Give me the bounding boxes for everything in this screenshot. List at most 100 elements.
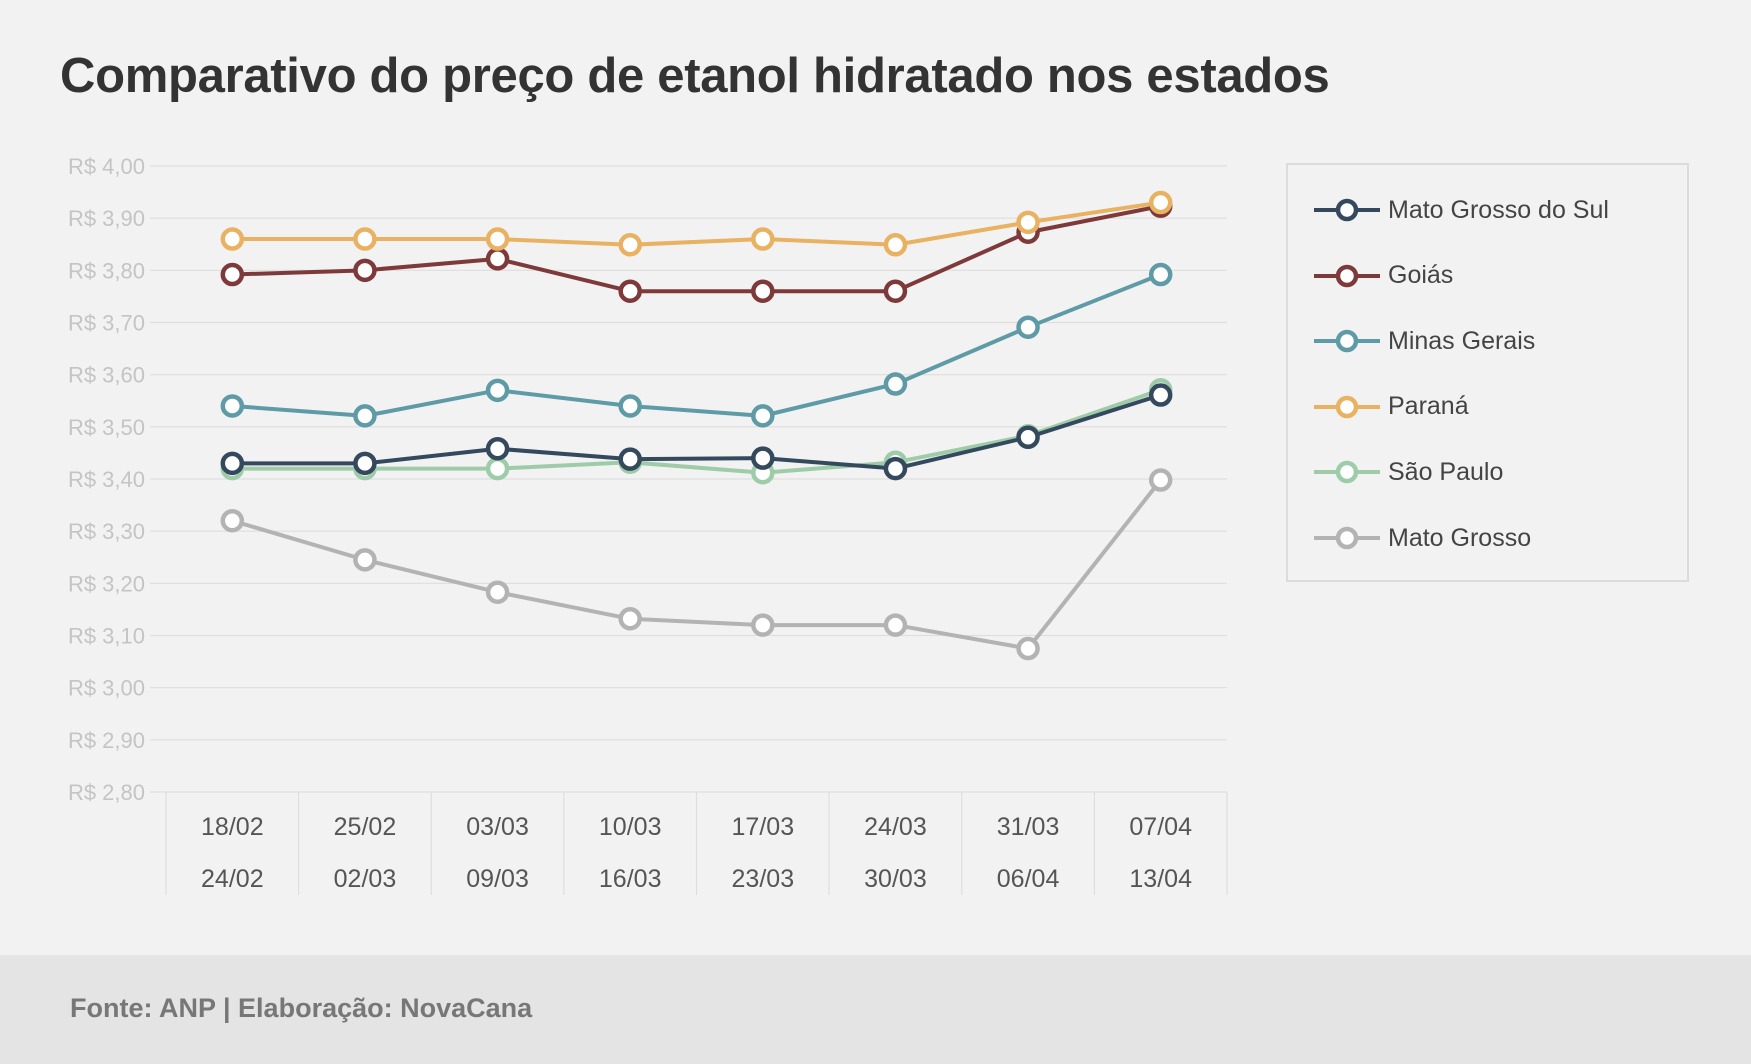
y-tick-label: R$ 2,90 <box>68 728 145 753</box>
legend-label: Mato Grosso <box>1388 523 1532 552</box>
data-point <box>618 447 642 471</box>
legend-swatch <box>1314 329 1380 353</box>
y-tick-label: R$ 3,30 <box>68 519 145 544</box>
y-tick-label: R$ 3,20 <box>68 571 145 596</box>
y-axis-tick-labels: R$ 4,00 R$ 3,90 R$ 3,80 R$ 3,70 R$ 3,60 R$ 3,… <box>68 154 145 805</box>
data-point <box>485 247 510 271</box>
series-line <box>232 200 1161 247</box>
x-tick-label-end: 23/03 <box>732 865 795 893</box>
data-point <box>220 394 245 418</box>
x-tick-label-end: 13/04 <box>1129 865 1192 893</box>
data-point <box>1148 383 1173 407</box>
data-point <box>485 436 510 461</box>
y-tick-label: R$ 3,90 <box>68 206 145 231</box>
y-tick-label: R$ 2,80 <box>68 780 145 805</box>
data-point <box>485 580 510 604</box>
data-point <box>220 227 245 251</box>
x-tick-label-start: 25/02 <box>334 813 397 841</box>
data-point <box>751 613 775 637</box>
legend-label: Paraná <box>1388 392 1469 421</box>
x-tick-label-start: 24/03 <box>864 813 927 841</box>
legend-label: São Paulo <box>1388 457 1504 486</box>
data-point <box>751 404 775 428</box>
data-point <box>618 607 642 631</box>
series-mato-grosso <box>220 468 1173 661</box>
series-line <box>232 393 1162 471</box>
series-line <box>232 204 1162 294</box>
data-point <box>751 446 775 470</box>
legend-item: Mato Grosso <box>1312 518 1531 558</box>
series-mato-grosso-do-sul <box>220 383 1173 481</box>
data-point <box>618 394 642 418</box>
series-line <box>232 272 1162 418</box>
series-parana <box>220 190 1173 257</box>
x-tick-label-start: 03/03 <box>466 813 529 841</box>
x-tick-label-start: 10/03 <box>599 813 662 841</box>
x-tick-label-start: 31/03 <box>997 813 1060 841</box>
legend-swatch <box>1314 395 1380 419</box>
legend-item: Paraná <box>1312 387 1469 427</box>
data-point <box>353 548 377 572</box>
legend-swatch <box>1314 198 1380 222</box>
data-point <box>751 227 775 251</box>
grid-lines <box>150 165 1227 793</box>
legend-label: Mato Grosso do Sul <box>1388 195 1609 224</box>
y-tick-label: R$ 3,80 <box>68 258 145 283</box>
legend-item: Mato Grosso do Sul <box>1312 190 1609 230</box>
x-tick-label-end: 16/03 <box>599 865 662 893</box>
data-point <box>353 227 377 251</box>
x-tick-label-end: 24/02 <box>201 865 264 893</box>
data-point <box>1148 468 1173 492</box>
x-tick-label-start: 07/04 <box>1129 813 1192 841</box>
x-tick-label-end: 06/04 <box>997 865 1060 893</box>
y-tick-label: R$ 3,50 <box>68 415 145 440</box>
chart-title: Comparativo do preço de etanol hidratado… <box>60 49 1330 103</box>
x-tick-label-end: 09/03 <box>466 865 529 893</box>
data-point <box>751 279 775 303</box>
data-point <box>353 451 377 476</box>
data-point <box>485 227 510 251</box>
data-point <box>353 258 377 283</box>
data-point <box>1016 210 1040 235</box>
series-lines <box>220 190 1173 661</box>
legend-label: Minas Gerais <box>1388 326 1536 355</box>
legend-swatch <box>1314 264 1380 287</box>
data-point <box>883 613 908 637</box>
data-point <box>1148 262 1173 287</box>
y-tick-label: R$ 3,60 <box>68 363 145 388</box>
data-point <box>883 279 908 303</box>
x-tick-label-end: 02/03 <box>334 865 397 893</box>
legend-item: Minas Gerais <box>1312 321 1535 361</box>
data-point <box>1016 315 1040 339</box>
y-tick-label: R$ 3,40 <box>68 467 145 492</box>
y-tick-label: R$ 4,00 <box>68 154 145 179</box>
series-goias <box>220 194 1173 303</box>
data-point <box>220 451 245 476</box>
legend-swatch <box>1314 526 1380 550</box>
series-line <box>232 387 1162 475</box>
data-point <box>220 508 245 533</box>
x-tick-label-end: 30/03 <box>864 865 927 893</box>
data-point <box>618 233 642 257</box>
y-tick-label: R$ 3,70 <box>68 311 145 336</box>
y-tick-label: R$ 3,00 <box>68 676 145 701</box>
legend: Mato Grosso do Sul Goiás Minas Gerais Paran… <box>1286 163 1689 582</box>
y-tick-label: R$ 3,10 <box>68 624 145 649</box>
data-point <box>353 404 377 428</box>
data-point <box>883 372 908 396</box>
series-line <box>231 478 1163 651</box>
legend-item: Goiás <box>1312 256 1453 296</box>
footer: Fonte: ANP | Elaboração: NovaCana <box>0 955 1751 1064</box>
legend-label: Goiás <box>1388 261 1454 290</box>
x-tick-label-start: 18/02 <box>201 813 264 841</box>
data-point <box>1148 190 1173 215</box>
data-point <box>1016 425 1040 450</box>
legend-item: São Paulo <box>1312 452 1503 492</box>
source-note: Fonte: ANP | Elaboração: NovaCana <box>70 993 533 1023</box>
data-point <box>883 233 908 257</box>
legend-swatch <box>1314 461 1380 484</box>
x-axis-category-table: 18/02 24/02 25/02 02/03 03/03 09/03 10/03 16/03… <box>165 792 1228 895</box>
data-point <box>485 378 510 403</box>
data-point <box>618 279 642 303</box>
line-chart: R$ 4,00 R$ 3,90 R$ 3,80 R$ 3,70 R$ 3,60 R$ 3,… <box>68 154 1228 895</box>
